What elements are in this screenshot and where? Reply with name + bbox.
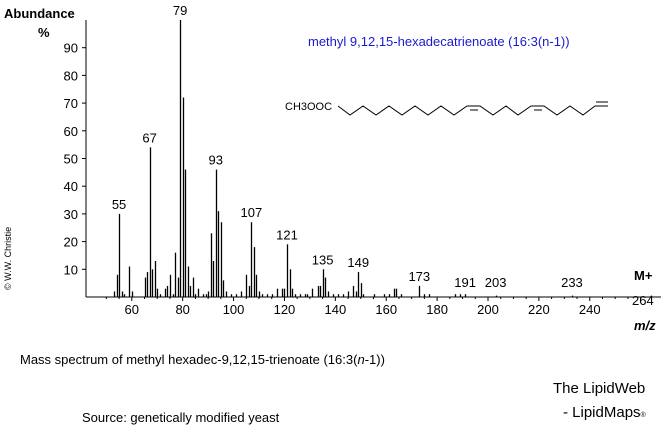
x-axis-ticks: 60 80 100 120 140 160 180 200 220 240 bbox=[105, 297, 642, 317]
structure-chain bbox=[337, 105, 608, 116]
structure-ester-label: CH3OOC bbox=[285, 101, 332, 113]
peak-label: 135 bbox=[312, 252, 334, 267]
peak-label: 203 bbox=[485, 275, 507, 290]
peak-label: 79 bbox=[173, 3, 187, 18]
brand-line-1: The LipidWeb bbox=[553, 380, 646, 397]
y-tick-label: 50 bbox=[64, 152, 78, 167]
chart-title: methyl 9,12,15-hexadecatrienoate (16:3(n… bbox=[308, 34, 570, 49]
brand-line-2: - LipidMaps® bbox=[563, 404, 646, 421]
x-axis-title: m/z bbox=[634, 318, 656, 333]
peak-label: 55 bbox=[112, 197, 126, 212]
y-tick-label: 20 bbox=[64, 235, 78, 250]
x-tick-label: 220 bbox=[528, 302, 550, 317]
x-tick-label: 200 bbox=[477, 302, 499, 317]
peak-label: 233 bbox=[561, 275, 583, 290]
molecular-ion-label: M+ bbox=[634, 268, 653, 283]
x-tick-label: 60 bbox=[125, 302, 139, 317]
y-tick-label: 60 bbox=[64, 124, 78, 139]
peak-labels: 55 67 79 93 107 121 135 149 173 191 203 233 bbox=[112, 3, 583, 290]
caption-title-n: n bbox=[357, 352, 365, 367]
peak-label: 107 bbox=[241, 205, 263, 220]
y-tick-label: 40 bbox=[64, 179, 78, 194]
y-axis-unit: % bbox=[38, 25, 50, 40]
x-tick-label: 240 bbox=[579, 302, 601, 317]
x-tick-label: 180 bbox=[426, 302, 448, 317]
y-tick-label: 80 bbox=[64, 68, 78, 83]
caption-title-post: -1)) bbox=[364, 352, 385, 367]
y-tick-label: 70 bbox=[64, 96, 78, 111]
peak-label: 191 bbox=[454, 275, 476, 290]
peak-label: 121 bbox=[276, 227, 298, 242]
caption-title-pre: Mass spectrum of methyl hexadec-9,12,15-… bbox=[20, 352, 358, 367]
y-axis-title: Abundance bbox=[4, 6, 75, 21]
copyright-notice: © W.W. Christie bbox=[3, 226, 13, 290]
y-tick-label: 10 bbox=[64, 262, 78, 277]
caption-source: Source: genetically modified yeast bbox=[82, 410, 280, 425]
peak-label: 93 bbox=[209, 153, 223, 168]
molecule-structure: CH3OOC bbox=[285, 101, 608, 116]
y-axis-ticks: 10 20 30 40 50 60 70 80 90 bbox=[64, 41, 86, 277]
peak-label: 173 bbox=[408, 269, 430, 284]
brand-line-2-text: - LipidMaps bbox=[563, 404, 641, 421]
peak-label: 67 bbox=[142, 130, 156, 145]
x-tick-label: 120 bbox=[274, 302, 296, 317]
caption-title: Mass spectrum of methyl hexadec-9,12,15-… bbox=[20, 352, 385, 367]
x-tick-label: 140 bbox=[324, 302, 346, 317]
x-tick-label: 100 bbox=[223, 302, 245, 317]
y-tick-label: 90 bbox=[64, 41, 78, 56]
molecular-ion-mz: 264 bbox=[632, 293, 654, 308]
brand-reg-mark: ® bbox=[640, 412, 646, 419]
x-tick-label: 160 bbox=[375, 302, 397, 317]
mass-spectrum-chart: Abundance % methyl 9,12,15-hexadecatrien… bbox=[4, 3, 661, 333]
y-tick-label: 30 bbox=[64, 207, 78, 222]
peak-label: 149 bbox=[347, 255, 369, 270]
spectrum-peaks bbox=[113, 20, 653, 297]
x-tick-label: 80 bbox=[175, 302, 189, 317]
